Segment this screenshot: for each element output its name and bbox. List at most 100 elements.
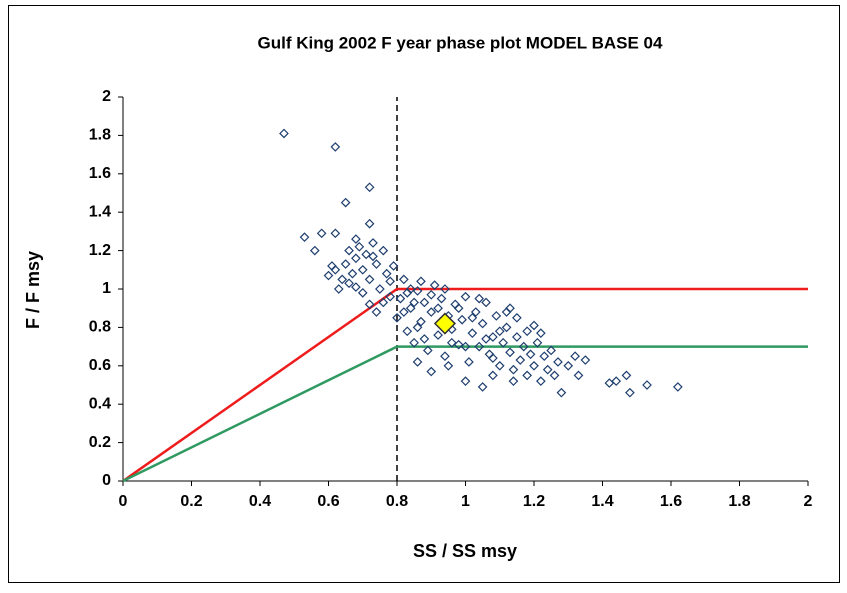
scatter-point	[388, 261, 399, 271]
y-tick-label: 1	[102, 280, 111, 297]
scatter-point	[381, 268, 392, 279]
scatter-point	[532, 337, 543, 348]
scatter-point	[515, 355, 526, 365]
scatter-point	[357, 287, 368, 298]
scatter-point	[536, 328, 546, 339]
scatter-point	[419, 297, 430, 308]
scatter-point	[323, 270, 334, 281]
x-tick-label: 1.8	[728, 493, 750, 510]
scatter-point	[460, 291, 471, 302]
scatter-point	[453, 303, 464, 314]
scatter-point	[474, 293, 485, 304]
scatter-point	[494, 326, 505, 337]
scatter-point	[494, 360, 505, 371]
scatter-point	[375, 284, 385, 294]
scatter-point	[409, 337, 419, 348]
scatter-point	[405, 303, 416, 314]
x-tick-label: 0.2	[180, 493, 202, 510]
scatter-point	[498, 337, 509, 348]
scatter-point	[505, 347, 515, 358]
scatter-point	[440, 284, 450, 294]
scatter-point	[460, 341, 471, 352]
scatter-point	[440, 351, 450, 362]
scatter-point	[546, 345, 556, 356]
scatter-point	[368, 251, 378, 262]
scatter-point	[512, 332, 522, 342]
scatter-point	[385, 291, 395, 302]
scatter-point	[426, 307, 437, 317]
scatter-point	[409, 297, 419, 308]
scatter-point	[491, 311, 502, 321]
limit-line	[122, 287, 808, 483]
scatter-point	[563, 360, 574, 371]
scatter-point	[344, 245, 354, 256]
scatter-point	[625, 387, 635, 398]
y-tick-label: 1.4	[89, 203, 111, 220]
scatter-point	[344, 278, 354, 289]
scatter-point	[371, 307, 382, 317]
scatter-point	[364, 218, 375, 229]
scatter-point	[347, 268, 358, 279]
scatter-point	[443, 360, 454, 371]
y-tick-label: 0	[102, 472, 111, 489]
x-tick-label: 0.6	[317, 493, 339, 510]
scatter-point	[556, 387, 567, 398]
scatter-point	[470, 307, 481, 317]
x-tick-label: 0.8	[386, 493, 408, 510]
scatter-point	[364, 299, 375, 310]
scatter-point	[621, 370, 632, 381]
y-tick-label: 0.8	[89, 319, 111, 336]
scatter-point	[399, 274, 409, 285]
scatter-point	[422, 345, 433, 356]
scatter-point	[385, 276, 395, 287]
scatter-point	[474, 341, 485, 352]
scatter-point	[412, 322, 423, 333]
scatter-point	[327, 261, 337, 271]
y-tick-label: 0.4	[89, 395, 111, 412]
y-tick-label: 2	[102, 88, 111, 105]
x-tick-label: 0.4	[249, 493, 271, 510]
scatter-point	[340, 259, 351, 269]
scatter-point	[402, 287, 413, 298]
scatter-point	[467, 312, 478, 323]
y-tick-label: 1.8	[89, 127, 111, 144]
scatter-point	[351, 282, 361, 292]
scatter-point	[522, 370, 532, 381]
scatter-point	[446, 337, 457, 348]
y-tick-label: 1.2	[89, 242, 111, 259]
scatter-point	[433, 303, 443, 314]
scatter-point	[316, 228, 327, 239]
scatter-point	[416, 276, 426, 287]
scatter-point	[481, 334, 491, 344]
scatter-point	[542, 364, 553, 375]
scatter-point	[570, 351, 580, 362]
scatter-point	[467, 328, 478, 339]
scatter-point	[488, 370, 498, 381]
scatter-point	[392, 312, 402, 323]
scatter-point	[330, 142, 341, 152]
scatter-point	[525, 349, 536, 360]
scatter-point	[340, 197, 351, 208]
x-tick-label: 0	[119, 493, 128, 510]
chart-frame	[8, 5, 840, 583]
scatter-point	[464, 357, 474, 367]
scatter-point	[505, 303, 515, 314]
y-axis-label: F / F msy	[23, 251, 43, 329]
scatter-point	[279, 128, 289, 139]
scatter-point	[512, 312, 522, 323]
scatter-point	[477, 318, 488, 329]
scatter-point	[481, 297, 491, 308]
y-tick-label: 0.2	[89, 434, 111, 451]
scatter-point	[522, 326, 532, 337]
scatter-point	[309, 245, 320, 256]
scatter-point	[364, 274, 375, 285]
scatter-point	[433, 330, 443, 340]
scatter-point	[477, 382, 488, 392]
scatter-point	[642, 380, 652, 390]
scatter-point	[351, 234, 361, 244]
scatter-point	[399, 307, 409, 317]
scatter-point	[337, 274, 348, 285]
scatter-point	[378, 245, 389, 256]
